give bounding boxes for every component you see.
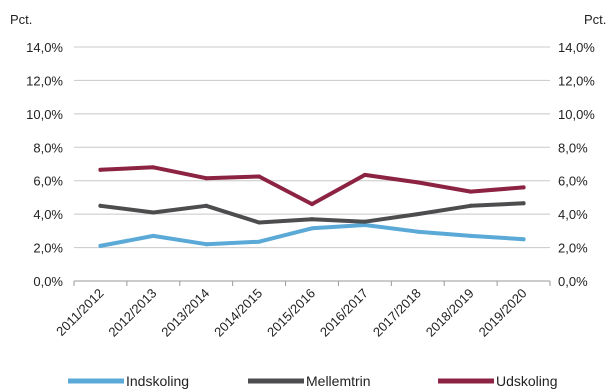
- data-point-mellemtrin: [415, 212, 420, 217]
- data-point-udskoling: [468, 189, 473, 194]
- legend-label-mellemtrin: Mellemtrin: [306, 373, 371, 389]
- x-tick-label: 2018/2019: [423, 286, 477, 340]
- data-point-udskoling: [415, 180, 420, 185]
- data-point-udskoling: [521, 185, 526, 190]
- series-line-udskoling: [98, 165, 526, 207]
- data-point-mellemtrin: [362, 219, 367, 224]
- data-point-mellemtrin: [310, 217, 314, 222]
- left-tick-label: 6,0%: [33, 174, 63, 189]
- data-point-udskoling: [204, 176, 209, 181]
- data-point-mellemtrin: [257, 220, 262, 225]
- legend-label-udskoling: Udskoling: [496, 373, 557, 389]
- data-point-indskoling: [415, 229, 420, 234]
- right-tick-label: 2,0%: [558, 241, 588, 256]
- right-tick-label: 8,0%: [558, 140, 588, 155]
- right-axis-unit: Pct.: [584, 12, 606, 27]
- data-point-indskoling: [362, 223, 367, 228]
- left-tick-label: 2,0%: [33, 241, 63, 256]
- left-tick-label: 0,0%: [33, 274, 63, 289]
- data-point-mellemtrin: [521, 201, 526, 206]
- data-point-udskoling: [310, 202, 314, 207]
- data-point-indskoling: [310, 226, 314, 231]
- left-tick-label: 14,0%: [26, 40, 63, 55]
- right-tick-label: 0,0%: [558, 274, 588, 289]
- data-point-mellemtrin: [151, 210, 156, 215]
- x-tick-label: 2014/2015: [211, 286, 265, 340]
- data-point-mellemtrin: [98, 203, 103, 208]
- data-point-udskoling: [151, 165, 156, 170]
- left-axis-unit: Pct.: [10, 12, 32, 27]
- data-point-mellemtrin: [468, 203, 473, 208]
- legend-label-indskoling: Indskoling: [126, 373, 189, 389]
- legend: Indskoling Mellemtrin Udskoling: [68, 373, 557, 389]
- x-tick-label: 2015/2016: [264, 286, 318, 340]
- left-tick-label: 10,0%: [26, 107, 63, 122]
- left-tick-label: 8,0%: [33, 140, 63, 155]
- series-lines: [98, 165, 526, 248]
- data-point-indskoling: [521, 237, 526, 242]
- data-point-indskoling: [98, 243, 103, 248]
- right-tick-label: 12,0%: [558, 73, 595, 88]
- data-point-indskoling: [204, 242, 209, 247]
- data-point-udskoling: [362, 172, 367, 177]
- x-tick-label: 2011/2012: [53, 286, 106, 339]
- data-point-udskoling: [98, 167, 103, 172]
- right-tick-label: 14,0%: [558, 40, 595, 55]
- data-point-mellemtrin: [204, 203, 209, 208]
- data-point-indskoling: [151, 233, 156, 238]
- right-tick-label: 6,0%: [558, 174, 588, 189]
- x-tick-label: 2012/2013: [105, 286, 159, 340]
- x-tick-label: 2019/2020: [476, 286, 530, 340]
- right-y-axis: 0,0% 2,0% 4,0% 6,0% 8,0% 10,0% 12,0% 14,0%: [558, 40, 595, 289]
- right-tick-label: 10,0%: [558, 107, 595, 122]
- x-tick-label: 2013/2014: [158, 286, 212, 340]
- left-tick-label: 4,0%: [33, 207, 63, 222]
- x-axis: 2011/20122012/20132013/20142014/20152015…: [53, 281, 551, 340]
- right-tick-label: 4,0%: [558, 207, 588, 222]
- x-tick-label: 2016/2017: [317, 286, 371, 340]
- x-tick-label: 2017/2018: [370, 286, 424, 340]
- data-point-indskoling: [257, 239, 262, 244]
- data-point-indskoling: [468, 233, 473, 238]
- gridlines: [74, 46, 550, 282]
- left-y-axis: 0,0% 2,0% 4,0% 6,0% 8,0% 10,0% 12,0% 14,0%: [26, 40, 63, 289]
- left-tick-label: 12,0%: [26, 73, 63, 88]
- data-point-udskoling: [257, 174, 262, 179]
